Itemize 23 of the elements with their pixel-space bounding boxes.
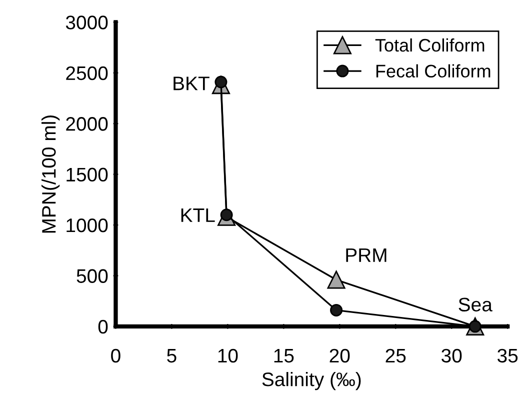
x-tick-label: 5	[167, 349, 176, 363]
y-tick-label: 2500	[66, 66, 108, 80]
x-tick-label: 20	[330, 348, 350, 363]
x-tick-label: 35	[498, 348, 518, 363]
annotation: KTL	[181, 208, 215, 222]
x-tick-label: 0	[111, 348, 120, 363]
y-tick-label: 3000	[66, 16, 108, 30]
y-tick-label: 1000	[66, 218, 108, 232]
x-tick-label: 15	[274, 349, 294, 363]
annotation: Sea	[458, 298, 492, 312]
y-tick-label: 1500	[66, 168, 108, 182]
y-tick-label: 0	[98, 320, 108, 334]
x-axis-title: Salinity (‰)	[262, 372, 361, 390]
y-axis-title: MPN(/100 ml)	[41, 116, 60, 233]
x-tick-label: 10	[218, 348, 238, 363]
annotation: PRM	[346, 248, 386, 262]
legend-label: Fecal Coliform	[376, 64, 490, 78]
legend-label: Total Coliform	[375, 38, 484, 52]
y-tick-label: 500	[76, 269, 108, 283]
x-tick-label: 25	[386, 348, 406, 363]
x-tick-label: 30	[442, 348, 462, 363]
annotation: BKT	[174, 76, 210, 90]
y-tick-label: 2000	[66, 117, 108, 131]
